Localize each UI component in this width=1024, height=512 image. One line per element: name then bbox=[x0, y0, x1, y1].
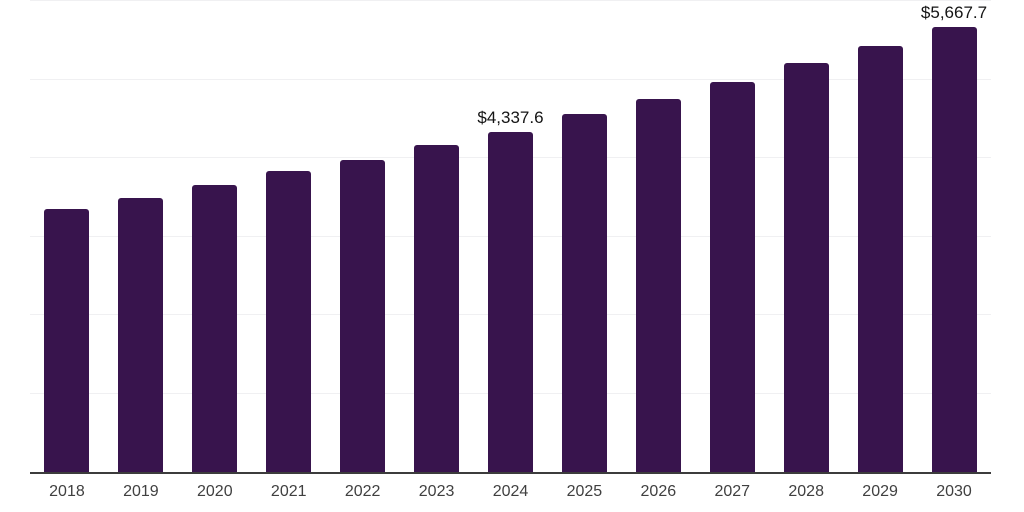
bar-band-2019 bbox=[104, 1, 178, 472]
bar-2018 bbox=[44, 209, 90, 472]
bar-band-2030: $5,667.7 bbox=[917, 1, 991, 472]
bar-2020 bbox=[192, 185, 238, 472]
bar-band-2028 bbox=[769, 1, 843, 472]
bar-2026 bbox=[635, 98, 681, 472]
bar-band-2029 bbox=[843, 1, 917, 472]
bar-band-2025 bbox=[547, 1, 621, 472]
bar-band-2026 bbox=[621, 1, 695, 472]
bar-band-2027 bbox=[695, 1, 769, 472]
bar-band-2024: $4,337.6 bbox=[474, 1, 548, 472]
gridline-6000 bbox=[30, 0, 991, 1]
bar-2029 bbox=[857, 45, 903, 472]
bar-band-2022 bbox=[326, 1, 400, 472]
plot-area: $4,337.6 $5,667.7 bbox=[30, 0, 991, 474]
x-label-2022: 2022 bbox=[344, 483, 381, 500]
value-label-2024: $4,337.6 bbox=[477, 107, 544, 127]
bar-band-2018 bbox=[30, 1, 104, 472]
x-label-2029: 2029 bbox=[862, 483, 898, 500]
x-label-2027: 2027 bbox=[714, 483, 751, 500]
bar-2027 bbox=[709, 82, 755, 472]
gridline-5000 bbox=[30, 78, 991, 80]
bar-2030 bbox=[931, 27, 977, 472]
bar-band-2021 bbox=[252, 1, 326, 472]
bars-container: $4,337.6 $5,667.7 bbox=[30, 1, 991, 472]
bar-2025 bbox=[561, 114, 607, 472]
x-axis-labels: 2018 2019 2020 2021 2022 2023 2024 2025 2026 2027… bbox=[30, 484, 991, 500]
x-label-2021: 2021 bbox=[270, 483, 307, 500]
x-label-2024: 2024 bbox=[492, 483, 529, 500]
x-label-2026: 2026 bbox=[640, 483, 677, 500]
x-label-2025: 2025 bbox=[566, 483, 603, 500]
x-label-2020: 2020 bbox=[197, 483, 233, 500]
bar-2022 bbox=[340, 159, 386, 472]
x-label-2018: 2018 bbox=[49, 483, 85, 500]
bar-2024 bbox=[487, 131, 533, 472]
x-label-2019: 2019 bbox=[123, 483, 159, 500]
bar-band-2023 bbox=[400, 1, 474, 472]
bar-2019 bbox=[118, 198, 164, 472]
value-label-2030: $5,667.7 bbox=[920, 3, 988, 23]
bar-2028 bbox=[783, 63, 829, 472]
bar-2021 bbox=[266, 171, 312, 472]
x-label-2028: 2028 bbox=[788, 483, 824, 500]
x-label-2030: 2030 bbox=[936, 483, 972, 500]
bar-2023 bbox=[414, 145, 460, 472]
bar-band-2020 bbox=[178, 1, 252, 472]
x-label-2023: 2023 bbox=[418, 483, 455, 500]
